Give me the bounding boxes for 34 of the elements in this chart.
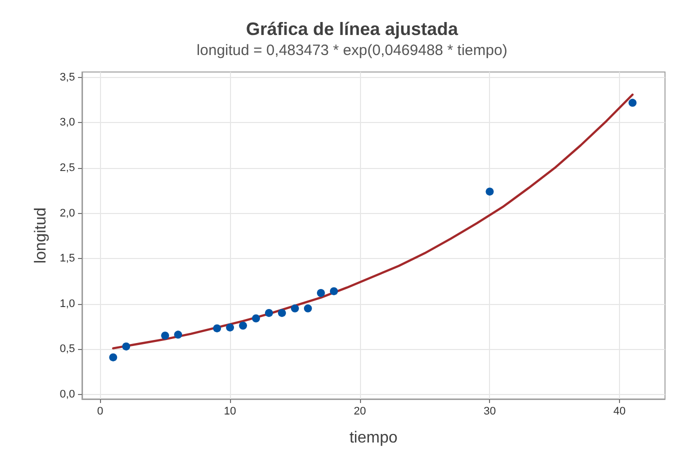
point [161, 332, 170, 340]
point [264, 308, 273, 317]
y-tick-label: 3,5 [60, 71, 75, 84]
y-tick-label: 1,5 [60, 252, 75, 265]
x-tick-label: 30 [484, 406, 496, 418]
chart-title: Gráfica de línea ajustada [246, 19, 460, 39]
point [290, 304, 299, 312]
y-tick-label: 3,0 [60, 116, 75, 129]
point [316, 289, 325, 298]
point [239, 322, 248, 330]
x-tick-label: 0 [97, 406, 104, 418]
point [122, 342, 130, 350]
x-tick-label: 20 [354, 406, 366, 418]
point [628, 98, 637, 107]
y-tick-label: 2,5 [60, 162, 75, 174]
x-tick-label: 10 [224, 406, 236, 418]
x-axis-title: tiempo [349, 430, 398, 446]
point [226, 323, 234, 332]
point [278, 308, 286, 317]
chart-subtitle: longitud = 0,483473 * exp(0,0469488 * tiempo) [196, 42, 508, 59]
point [486, 188, 494, 196]
point [330, 287, 338, 296]
point [304, 304, 312, 312]
point [109, 353, 118, 362]
y-tick-label: 0,0 [60, 388, 75, 400]
y-tick-label: 0,5 [60, 343, 75, 356]
y-axis-title: longitud [32, 207, 50, 264]
line-series [112, 94, 634, 350]
y-tick-label: 2,0 [60, 207, 75, 220]
point [213, 324, 222, 332]
x-tick-label: 40 [613, 406, 626, 418]
y-tick-label: 1,0 [60, 298, 75, 310]
point [174, 330, 182, 339]
point [252, 314, 260, 322]
